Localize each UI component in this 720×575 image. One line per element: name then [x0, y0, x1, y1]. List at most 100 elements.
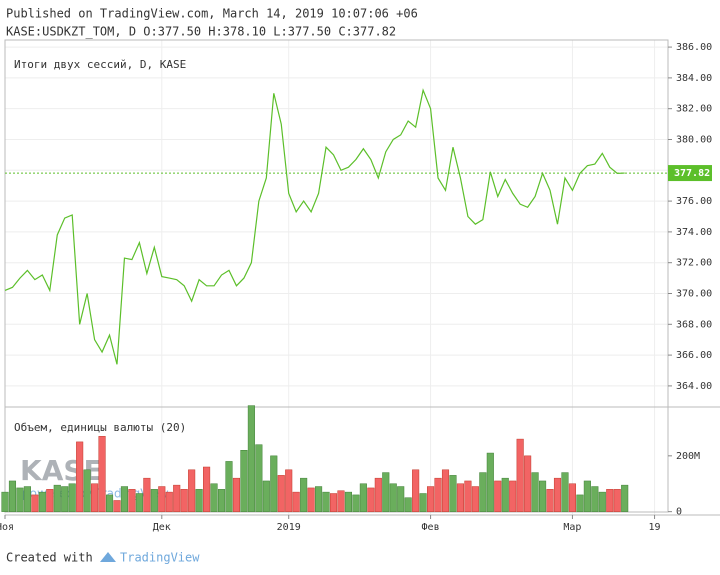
volume-bar [255, 444, 263, 512]
volume-bar [98, 436, 106, 512]
volume-bar [31, 494, 39, 512]
volume-bar [613, 489, 621, 512]
volume-bar [120, 486, 129, 512]
volume-bar [203, 466, 211, 512]
volume-bar [598, 491, 606, 512]
volume-bar [195, 489, 203, 512]
volume-bar [471, 486, 479, 512]
y-tick-label: 380.00 [676, 134, 712, 145]
volume-bar [300, 477, 308, 512]
y-tick-label: 382.00 [676, 104, 712, 115]
volume-bar [1, 491, 9, 512]
volume-bar [158, 486, 166, 512]
volume-bar [568, 483, 576, 512]
last-price-box [668, 165, 712, 182]
y-tick-label: 372.00 [676, 258, 712, 269]
volume-bar [591, 486, 599, 512]
created-with: Created with [6, 551, 93, 565]
volume-bar [412, 469, 420, 512]
volume-bar [46, 489, 54, 512]
volume-bar [188, 469, 196, 512]
volume-bar [292, 491, 300, 512]
last-price-label: 377.82 [674, 168, 710, 179]
brand: TradingView [120, 551, 200, 565]
x-tick-label: Мар [563, 522, 581, 533]
volume-bar [8, 480, 17, 512]
volume-bar [53, 484, 61, 512]
volume-bar [277, 475, 285, 512]
price-legend: Итоги двух сессий, D, KASE [14, 58, 186, 71]
volume-bar [232, 477, 241, 512]
volume-bar [322, 491, 330, 512]
volume-bar [128, 489, 136, 512]
volume-bar [449, 475, 457, 512]
volume-bar [553, 477, 562, 512]
published: Published on TradingView.com, March 14, … [6, 7, 418, 21]
volume-bar [225, 461, 233, 512]
volume-legend: Объем, единицы валюты (20) [14, 421, 186, 434]
volume-bar [210, 483, 218, 512]
y-tick-label: 0 [676, 507, 682, 518]
volume-bar [539, 480, 547, 512]
volume-bar [397, 486, 405, 512]
volume-bar [524, 455, 532, 512]
volume-bar [427, 486, 435, 512]
volume-bar [23, 486, 31, 512]
y-tick-label: 366.00 [676, 350, 712, 361]
volume-bar [404, 497, 412, 512]
volume-bar [135, 493, 143, 512]
volume-bar [91, 483, 99, 512]
volume-bar [217, 489, 226, 512]
volume-bar [456, 483, 464, 512]
volume-bar [83, 469, 91, 512]
volume-bar [16, 487, 24, 512]
volume-bar [143, 477, 151, 512]
volume-bar [494, 480, 502, 512]
volume-bar [68, 483, 76, 512]
volume-bar [434, 477, 442, 512]
y-tick-label: 364.00 [676, 381, 712, 392]
volume-bar [76, 441, 84, 512]
volume-bar [479, 472, 487, 512]
volume-bar [501, 477, 509, 512]
volume-bar [180, 489, 188, 512]
volume-bar [367, 487, 375, 512]
volume-bar [105, 494, 114, 512]
volume-bar [546, 489, 554, 512]
volume-bar [329, 493, 338, 512]
volume-bar [441, 469, 450, 512]
volume-bar [61, 486, 69, 512]
volume-bar [240, 450, 248, 512]
volume-bar [583, 480, 591, 512]
volume-bar [270, 455, 278, 512]
y-tick-label: 374.00 [676, 227, 712, 238]
x-tick-label: Фев [422, 522, 440, 533]
volume-bar [165, 491, 173, 512]
volume-bar [307, 487, 315, 512]
x-tick-label: 19 [649, 522, 661, 533]
y-tick-label: 370.00 [676, 288, 712, 299]
volume-bar [344, 491, 352, 512]
volume-bar [173, 484, 181, 512]
x-tick-label: Дек [153, 522, 171, 533]
frame [4, 39, 669, 513]
volume-bar [561, 472, 569, 512]
volume-bar [285, 469, 293, 512]
volume-bar [606, 489, 614, 512]
volume-bar [38, 491, 46, 512]
volume-bar [359, 483, 367, 512]
volume-bar [576, 494, 584, 512]
volume-bar [419, 493, 427, 512]
volume-bar [337, 490, 345, 512]
volume-bar [150, 489, 158, 512]
volume-bar [352, 494, 360, 512]
volume-bar [516, 438, 524, 512]
volume-bar [315, 486, 323, 512]
volume-bar [486, 452, 494, 512]
y-tick-label: 368.00 [676, 319, 712, 330]
y-tick-label: 376.00 [676, 196, 712, 207]
volume-bar [113, 500, 121, 512]
volume-bar [531, 472, 539, 512]
volume-bar [509, 480, 517, 512]
